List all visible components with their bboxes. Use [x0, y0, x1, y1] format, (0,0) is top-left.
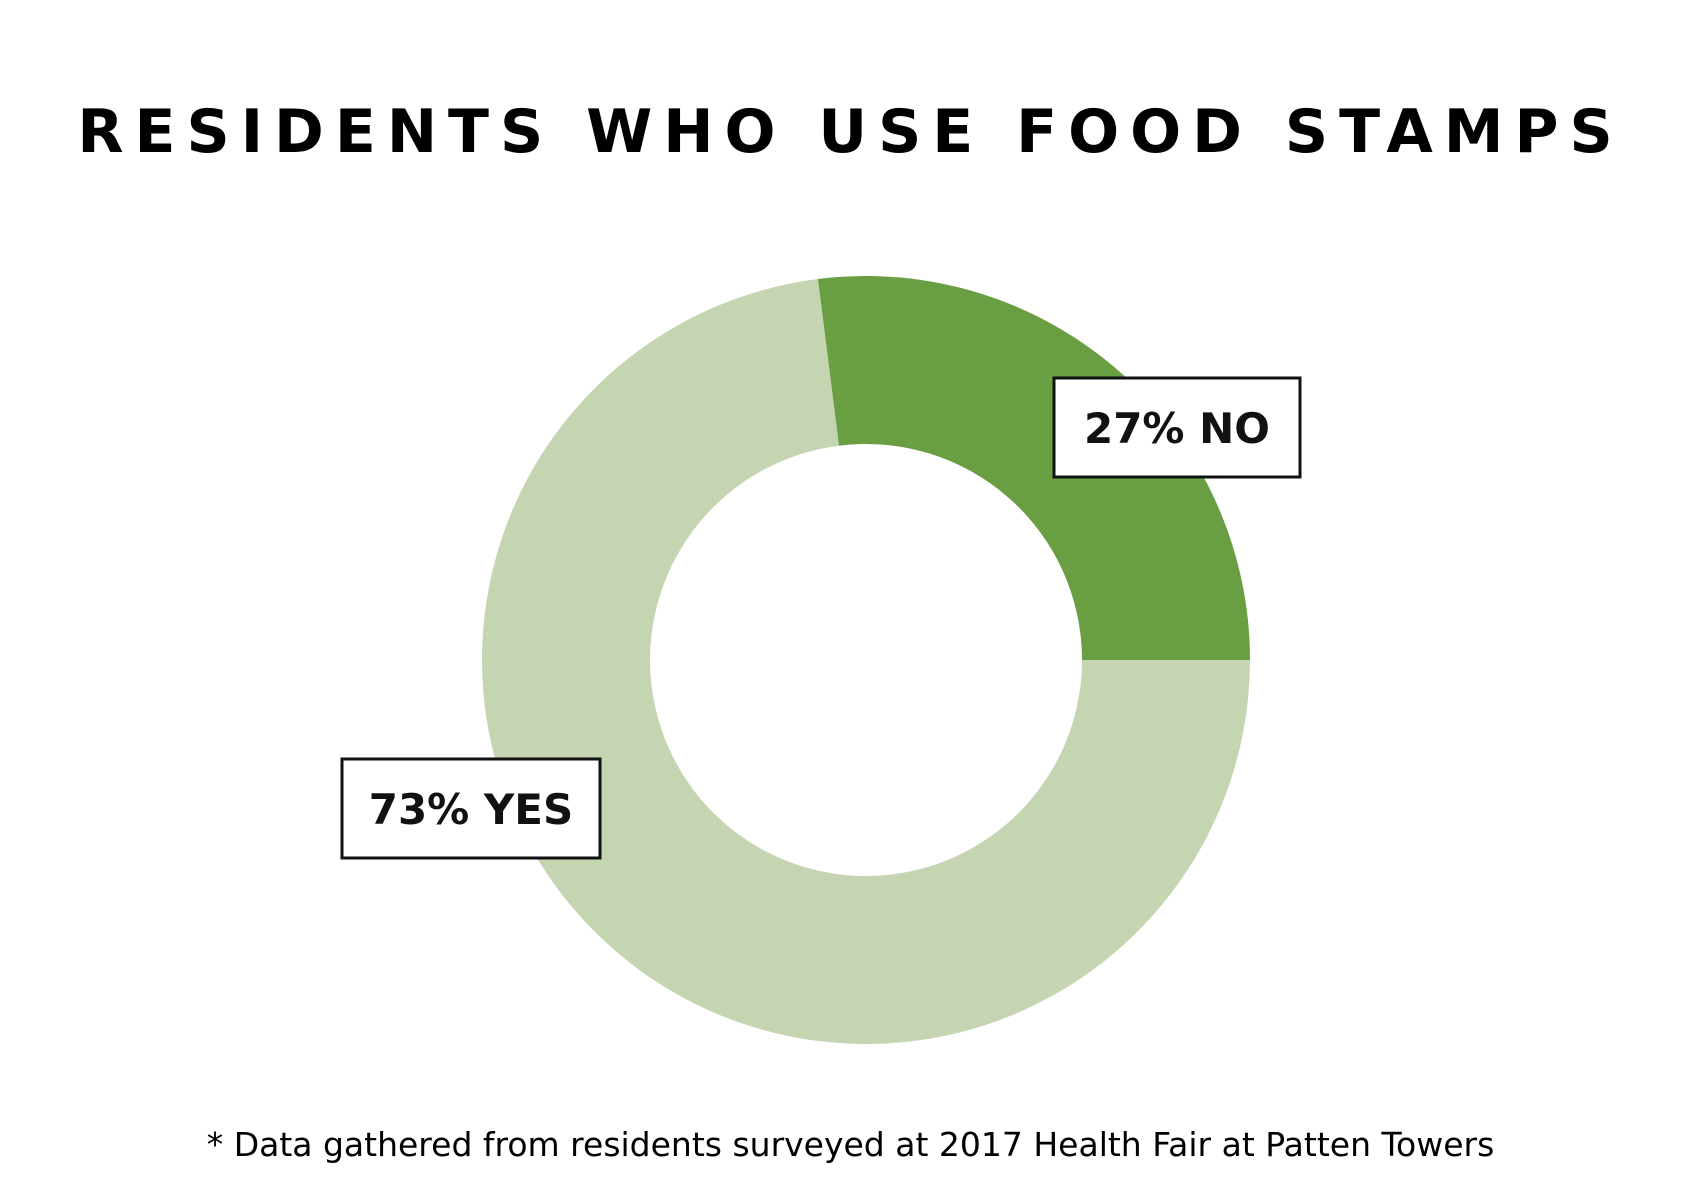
- label-no-box: [1052, 376, 1302, 479]
- chart-title: RESIDENTS WHO USE FOOD STAMPS: [77, 97, 1624, 167]
- slice-no: [817, 276, 1250, 660]
- label-yes-text: 73% YES: [369, 785, 574, 834]
- slice-yes: [482, 279, 1250, 1045]
- label-yes-box: [340, 757, 602, 860]
- label-no-text: 27% NO: [1084, 404, 1270, 453]
- footnote: * Data gathered from residents surveyed …: [206, 1125, 1495, 1164]
- label-no: 27% NO: [1052, 376, 1302, 479]
- label-yes: 73% YES: [340, 757, 602, 860]
